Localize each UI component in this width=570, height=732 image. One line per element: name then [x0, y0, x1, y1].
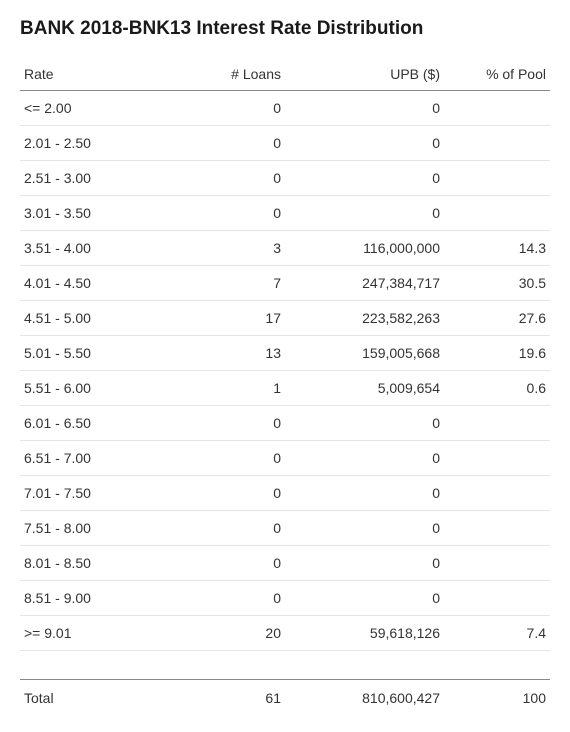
cell-pct: 7.4 [444, 616, 550, 651]
total-pct: 100 [444, 680, 550, 715]
cell-loans: 0 [179, 581, 285, 616]
table-row: <= 2.0000 [20, 91, 550, 126]
cell-rate: 4.01 - 4.50 [20, 266, 179, 301]
table-row: 8.01 - 8.5000 [20, 546, 550, 581]
cell-loans: 0 [179, 476, 285, 511]
cell-pct [444, 126, 550, 161]
table-header-row: Rate # Loans UPB ($) % of Pool [20, 58, 550, 91]
table-row: 5.51 - 6.0015,009,6540.6 [20, 371, 550, 406]
table-row: 2.51 - 3.0000 [20, 161, 550, 196]
cell-pct [444, 441, 550, 476]
col-header-rate: Rate [20, 58, 179, 91]
cell-rate: 7.51 - 8.00 [20, 511, 179, 546]
cell-pct [444, 581, 550, 616]
cell-rate: 8.01 - 8.50 [20, 546, 179, 581]
table-row: 2.01 - 2.5000 [20, 126, 550, 161]
cell-loans: 7 [179, 266, 285, 301]
cell-pct: 0.6 [444, 371, 550, 406]
table-row: >= 9.012059,618,1267.4 [20, 616, 550, 651]
cell-pct: 19.6 [444, 336, 550, 371]
cell-loans: 0 [179, 441, 285, 476]
cell-rate: 3.01 - 3.50 [20, 196, 179, 231]
cell-upb: 0 [285, 476, 444, 511]
total-label: Total [20, 680, 179, 715]
cell-pct [444, 476, 550, 511]
table-row: 3.51 - 4.003116,000,00014.3 [20, 231, 550, 266]
cell-loans: 13 [179, 336, 285, 371]
cell-pct [444, 406, 550, 441]
col-header-upb: UPB ($) [285, 58, 444, 91]
cell-upb: 159,005,668 [285, 336, 444, 371]
cell-loans: 0 [179, 511, 285, 546]
cell-loans: 0 [179, 91, 285, 126]
cell-upb: 247,384,717 [285, 266, 444, 301]
cell-rate: <= 2.00 [20, 91, 179, 126]
cell-loans: 0 [179, 406, 285, 441]
cell-upb: 223,582,263 [285, 301, 444, 336]
table-total-row: Total 61 810,600,427 100 [20, 680, 550, 715]
cell-upb: 0 [285, 161, 444, 196]
cell-pct: 27.6 [444, 301, 550, 336]
cell-rate: 7.01 - 7.50 [20, 476, 179, 511]
table-row: 4.51 - 5.0017223,582,26327.6 [20, 301, 550, 336]
col-header-loans: # Loans [179, 58, 285, 91]
cell-upb: 0 [285, 581, 444, 616]
cell-pct [444, 91, 550, 126]
cell-pct [444, 161, 550, 196]
table-spacer-row [20, 651, 550, 680]
cell-upb: 0 [285, 91, 444, 126]
page-title: BANK 2018-BNK13 Interest Rate Distributi… [20, 18, 550, 40]
cell-pct [444, 511, 550, 546]
cell-upb: 0 [285, 126, 444, 161]
cell-pct: 14.3 [444, 231, 550, 266]
cell-upb: 0 [285, 511, 444, 546]
cell-rate: >= 9.01 [20, 616, 179, 651]
cell-rate: 8.51 - 9.00 [20, 581, 179, 616]
cell-rate: 6.51 - 7.00 [20, 441, 179, 476]
cell-rate: 5.01 - 5.50 [20, 336, 179, 371]
cell-upb: 5,009,654 [285, 371, 444, 406]
cell-loans: 0 [179, 161, 285, 196]
cell-loans: 17 [179, 301, 285, 336]
cell-loans: 20 [179, 616, 285, 651]
cell-loans: 0 [179, 546, 285, 581]
cell-upb: 0 [285, 546, 444, 581]
cell-loans: 1 [179, 371, 285, 406]
table-row: 6.51 - 7.0000 [20, 441, 550, 476]
cell-upb: 116,000,000 [285, 231, 444, 266]
rate-distribution-table: Rate # Loans UPB ($) % of Pool <= 2.0000… [20, 58, 550, 714]
cell-loans: 3 [179, 231, 285, 266]
cell-upb: 0 [285, 406, 444, 441]
cell-upb: 0 [285, 196, 444, 231]
cell-loans: 0 [179, 126, 285, 161]
total-upb: 810,600,427 [285, 680, 444, 715]
table-row: 3.01 - 3.5000 [20, 196, 550, 231]
table-row: 6.01 - 6.5000 [20, 406, 550, 441]
table-row: 5.01 - 5.5013159,005,66819.6 [20, 336, 550, 371]
cell-rate: 6.01 - 6.50 [20, 406, 179, 441]
total-loans: 61 [179, 680, 285, 715]
table-row: 7.01 - 7.5000 [20, 476, 550, 511]
col-header-pct: % of Pool [444, 58, 550, 91]
cell-upb: 59,618,126 [285, 616, 444, 651]
cell-pct [444, 196, 550, 231]
cell-upb: 0 [285, 441, 444, 476]
table-row: 7.51 - 8.0000 [20, 511, 550, 546]
cell-rate: 2.51 - 3.00 [20, 161, 179, 196]
cell-rate: 5.51 - 6.00 [20, 371, 179, 406]
cell-pct [444, 546, 550, 581]
spacer-cell [20, 651, 550, 680]
cell-pct: 30.5 [444, 266, 550, 301]
table-row: 8.51 - 9.0000 [20, 581, 550, 616]
cell-loans: 0 [179, 196, 285, 231]
table-row: 4.01 - 4.507247,384,71730.5 [20, 266, 550, 301]
cell-rate: 3.51 - 4.00 [20, 231, 179, 266]
cell-rate: 2.01 - 2.50 [20, 126, 179, 161]
cell-rate: 4.51 - 5.00 [20, 301, 179, 336]
